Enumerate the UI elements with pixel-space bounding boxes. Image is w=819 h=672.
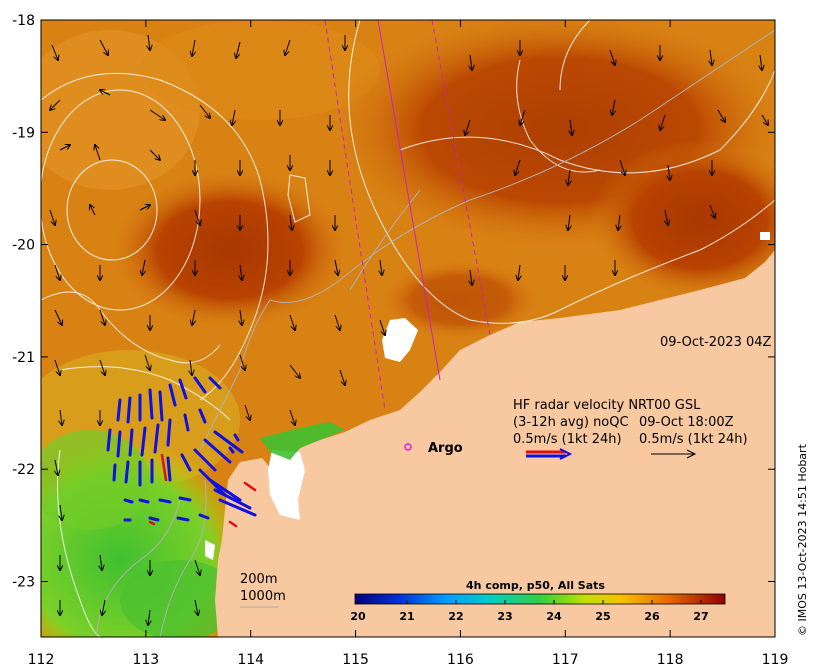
- scale-right: 0.5m/s (1kt 24h): [639, 432, 748, 447]
- scale-left: 0.5m/s (1kt 24h): [513, 432, 622, 447]
- colorbar-tick-label: 20: [350, 610, 366, 623]
- colorbar-tick-label: 27: [693, 610, 708, 623]
- y-axis: -18 -19 -20 -21 -22 -23: [12, 13, 775, 591]
- x-tick-label: 114: [237, 652, 264, 668]
- plot-area: [41, 20, 775, 637]
- x-tick-label: 115: [342, 652, 369, 668]
- hf-radar-red: [148, 453, 257, 528]
- x-tick-label: 117: [552, 652, 579, 668]
- y-tick-label: -21: [12, 350, 35, 366]
- credit: © IMOS 13-Oct-2023 14:51 Hobart: [796, 443, 809, 636]
- colorbar-tick-label: 21: [399, 610, 414, 623]
- hf-avg: (3-12h avg) noQC: [513, 415, 629, 430]
- hf-date: 09-Oct 18:00Z: [639, 415, 734, 430]
- plot-frame: [40, 19, 776, 638]
- colorbar-tick-label: 23: [497, 610, 512, 623]
- hf-title: HF radar velocity NRT00 GSL: [513, 398, 701, 413]
- y-tick-label: -22: [12, 462, 35, 478]
- x-tick-label: 112: [28, 652, 55, 668]
- y-tick-label: -18: [12, 13, 35, 29]
- hf-radar-vectors: [106, 376, 257, 522]
- satellite-tracks: [324, 20, 491, 411]
- colorbar-ticks: 20 21 22 23 24 25 26 27: [350, 600, 709, 623]
- y-tick-label: -20: [12, 238, 35, 254]
- colorbar-tick-label: 25: [595, 610, 610, 623]
- isobath-200-label: 200m: [240, 572, 277, 587]
- cloud-gap: [268, 450, 305, 520]
- x-tick-label: 113: [132, 652, 159, 668]
- colorbar-tick-label: 26: [644, 610, 660, 623]
- x-tick-label: 118: [657, 652, 684, 668]
- argo-marker: [404, 443, 412, 451]
- colorbar-title: 4h comp, p50, All Sats: [466, 579, 605, 592]
- scale-arrow-radar: [526, 448, 573, 460]
- y-tick-label: -23: [12, 575, 35, 591]
- isobath-1000-label: 1000m: [240, 589, 286, 604]
- contours: [41, 20, 775, 637]
- land: [215, 250, 775, 637]
- date-label: 09-Oct-2023 04Z: [660, 335, 772, 350]
- colorbar-tick-label: 24: [546, 610, 562, 623]
- x-axis: 112 113 114 115 116 117 118 119: [28, 20, 789, 668]
- colorbar-tick-label: 22: [448, 610, 463, 623]
- warm-eddy: [110, 170, 350, 330]
- current-arrows: [50, 34, 768, 625]
- colorbar: [354, 593, 726, 605]
- argo-label: Argo: [428, 441, 463, 456]
- x-tick-label: 119: [762, 652, 789, 668]
- scale-arrow-model: [651, 449, 697, 459]
- x-tick-label: 116: [447, 652, 474, 668]
- y-tick-label: -19: [12, 125, 35, 141]
